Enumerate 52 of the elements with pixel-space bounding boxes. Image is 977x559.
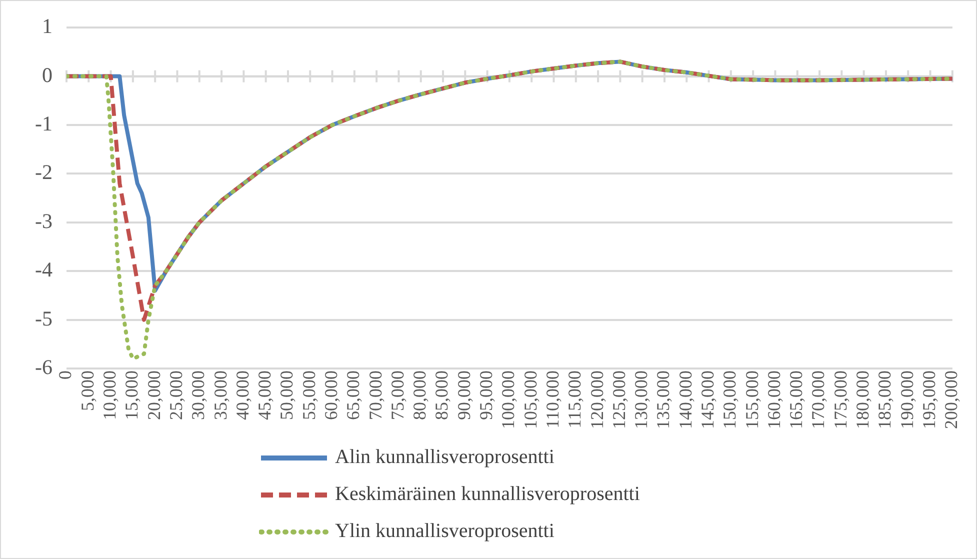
- x-tick-label: 170,000: [808, 370, 828, 429]
- y-tick-label: 0: [42, 62, 52, 87]
- x-tick-label: 85,000: [432, 370, 452, 420]
- x-tick-label: 60,000: [321, 370, 341, 420]
- legend-label: Ylin kunnallisveroprosentti: [335, 520, 554, 543]
- y-tick-label: -2: [34, 160, 52, 184]
- x-tick-label: 115,000: [564, 370, 585, 428]
- x-tick-label: 95,000: [476, 370, 496, 420]
- x-tick-label: 185,000: [874, 370, 895, 429]
- x-tick-label: 120,000: [586, 370, 607, 429]
- y-tick-label: -6: [34, 355, 52, 380]
- x-tick-label: 70,000: [365, 370, 386, 420]
- x-tick-label: 45,000: [254, 370, 275, 420]
- x-tick-label: 135,000: [653, 370, 674, 429]
- x-tick-label: 165,000: [786, 370, 806, 429]
- x-tick-label: 160,000: [764, 370, 784, 429]
- x-tick-label: 110,000: [542, 370, 562, 428]
- x-tick-label: 100,000: [498, 370, 518, 429]
- y-tick-label: -3: [34, 208, 52, 233]
- x-tick-label: 0: [55, 370, 76, 380]
- x-tick-label: 125,000: [608, 370, 629, 429]
- x-tick-label: 105,000: [520, 370, 540, 429]
- x-tick-label: 55,000: [298, 370, 319, 420]
- x-tick-label: 15,000: [122, 370, 142, 420]
- y-tick-label: -1: [34, 112, 52, 136]
- x-tick-label: 65,000: [343, 370, 364, 420]
- y-tick-label: 1: [42, 14, 52, 38]
- legend-label: Keskimäräinen kunnallisveroprosentti: [335, 483, 640, 506]
- x-tick-label: 150,000: [720, 370, 740, 429]
- y-tick-label: -4: [34, 258, 53, 282]
- x-tick-label: 190,000: [896, 370, 917, 429]
- x-tick-label: 155,000: [742, 370, 762, 429]
- x-tick-label: 200,000: [941, 370, 962, 429]
- x-tick-label: 75,000: [387, 370, 408, 420]
- x-tick-label: 140,000: [675, 370, 696, 429]
- x-tick-label: 195,000: [918, 370, 939, 429]
- x-tick-label: 10,000: [100, 370, 120, 420]
- x-tick-label: 180,000: [852, 370, 873, 429]
- x-tick-label: 145,000: [698, 370, 718, 429]
- x-tick-label: 175,000: [830, 370, 850, 429]
- x-tick-label: 35,000: [210, 370, 230, 420]
- x-tick-label: 25,000: [166, 370, 186, 420]
- x-tick-label: 80,000: [410, 370, 430, 420]
- y-tick-label: -5: [34, 306, 52, 330]
- x-tick-label: 5,000: [77, 370, 98, 411]
- x-tick-label: 130,000: [631, 370, 652, 429]
- x-tick-label: 90,000: [454, 370, 474, 420]
- legend-label: Alin kunnallisveroprosentti: [335, 446, 554, 469]
- x-tick-label: 20,000: [144, 370, 164, 420]
- x-tick-label: 40,000: [232, 370, 252, 420]
- x-tick-label: 50,000: [276, 370, 297, 420]
- x-tick-label: 30,000: [188, 370, 208, 420]
